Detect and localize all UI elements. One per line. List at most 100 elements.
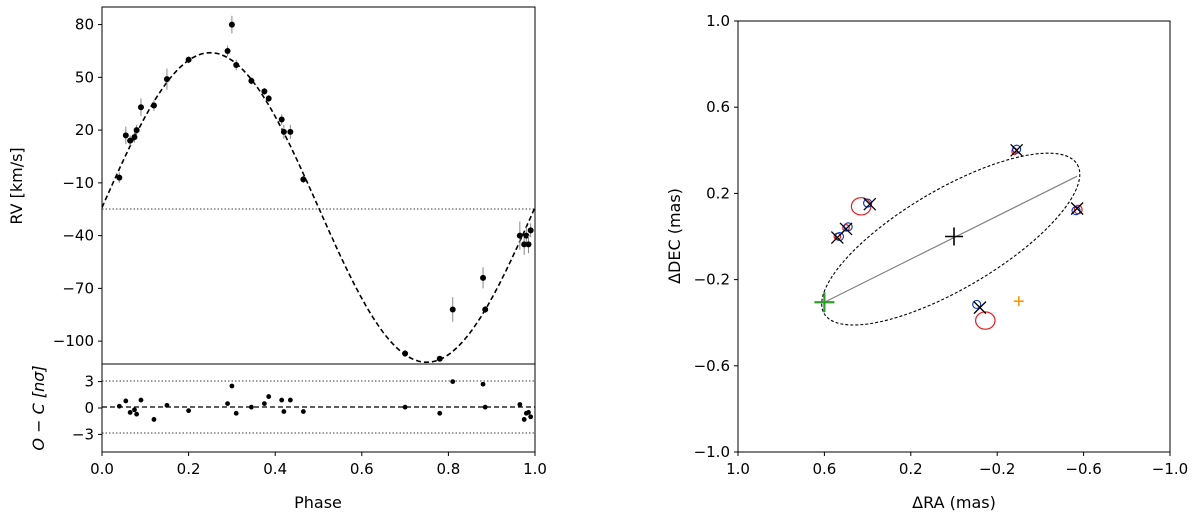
phase-xtick-label: 0.2 [177,460,201,478]
rv-panel: 80 50 20 −10 −40 −70 −100 RV [km/s] [7,6,536,365]
rv-point [449,306,456,313]
rv-ytick-label: −100 [53,332,94,350]
ra-xlabel: ΔRA (mas) [912,493,996,512]
residual-point [164,402,170,408]
rv-ytick-label: −10 [62,174,94,192]
rv-ytick-label: 80 [75,16,94,34]
ra-xtick-label: 0.2 [899,460,923,478]
rv-point [261,88,268,95]
residual-point [186,408,192,414]
residual-point [134,411,140,417]
residual-point [480,381,486,387]
residual-point [528,414,534,420]
residual-point [521,417,527,422]
rv-point [300,176,307,183]
rv-ytick-label: −40 [62,227,94,245]
residual-point [132,407,137,413]
residual-point [402,404,408,410]
predicted-position [1012,144,1022,154]
orbit-axes-frame [737,20,1171,453]
rv-point [265,95,272,102]
residual-point [266,394,272,399]
predicted-position [972,299,982,309]
rv-point [521,241,528,248]
orbit-panel: 1.0 0.6 0.2 −0.2 −0.6 −1.0 1.0 0.6 0.2 −0.2 −0.6 −… [665,12,1188,512]
phase-xtick-label: 0.8 [436,460,460,478]
rv-point [516,232,523,239]
residual-ytick-label: 3 [84,373,94,391]
residual-point [279,397,285,403]
residual-axes-frame [101,363,536,453]
rv-ytick-label: −70 [62,279,94,297]
dec-ytick-label: −0.2 [694,271,730,289]
rv-point [228,21,235,28]
observed-position [1070,202,1084,215]
ra-xtick-label: −0.6 [1065,460,1101,478]
residual-point [300,409,306,414]
error-ellipse [842,224,850,232]
rv-axes-frame [101,6,536,365]
residuals-panel: 3 0 −3 0.0 0.2 0.4 0.6 0.8 1.0 O − C [nσ] Phase [29,363,547,512]
residual-point [116,403,122,409]
residual-ylabel: O − C [nσ] [29,365,48,450]
residual-point [229,383,235,389]
observed-position [973,301,987,315]
residual-point [151,417,157,422]
residual-point [233,410,239,416]
residual-point [261,401,267,406]
rv-point [278,116,285,123]
dec-ytick-label: 0.2 [706,184,730,202]
residual-point [287,397,293,403]
phase-xtick-label: 0.4 [263,460,287,478]
rv-point [233,62,240,69]
dec-ytick-label: 1.0 [706,12,730,30]
rv-point [131,134,138,141]
residual-point [517,402,523,407]
rv-point [280,128,287,135]
rv-point [133,127,140,134]
rv-point [137,104,144,111]
rv-point [482,306,489,313]
residual-point [248,404,254,410]
rv-point [163,76,170,83]
rv-point [480,274,487,281]
residual-point [482,404,488,410]
rv-point [527,227,534,234]
residual-point [127,410,133,415]
rv-point [523,232,530,239]
residual-point [450,379,456,384]
orbit-ellipse [821,152,1081,326]
observed-position [863,197,877,211]
error-ellipse [975,311,996,330]
line-of-nodes [824,175,1078,303]
rv-point [122,132,129,139]
phase-xtick-label: 0.6 [350,460,374,478]
ra-xtick-label: −1.0 [1152,460,1188,478]
rv-model-curve [102,51,535,363]
rv-point [150,102,157,109]
phase-xtick-label: 0.0 [90,460,114,478]
rv-ytick-label: 50 [75,68,94,86]
observed-position [830,231,844,245]
dec-ylabel: ΔDEC (mas) [665,188,684,284]
phase-xtick-label: 1.0 [523,460,547,478]
observed-position [1010,143,1024,157]
rv-point [287,128,294,135]
residual-point [526,410,531,415]
residual-point [437,410,443,416]
rv-point [436,355,443,362]
rv-ytick-label: 20 [75,121,94,139]
rv-point [224,47,231,54]
residual-point [123,398,129,404]
primary-star [945,227,963,246]
rv-point [248,77,255,84]
phase-xlabel: Phase [294,493,342,512]
rv-point [525,241,532,248]
rv-point [116,174,123,181]
dec-ytick-label: −1.0 [694,443,730,461]
orange-marker [1013,296,1024,307]
residual-ytick-label: −3 [72,425,94,443]
rv-point [402,350,409,357]
ra-xtick-label: −0.2 [979,460,1015,478]
